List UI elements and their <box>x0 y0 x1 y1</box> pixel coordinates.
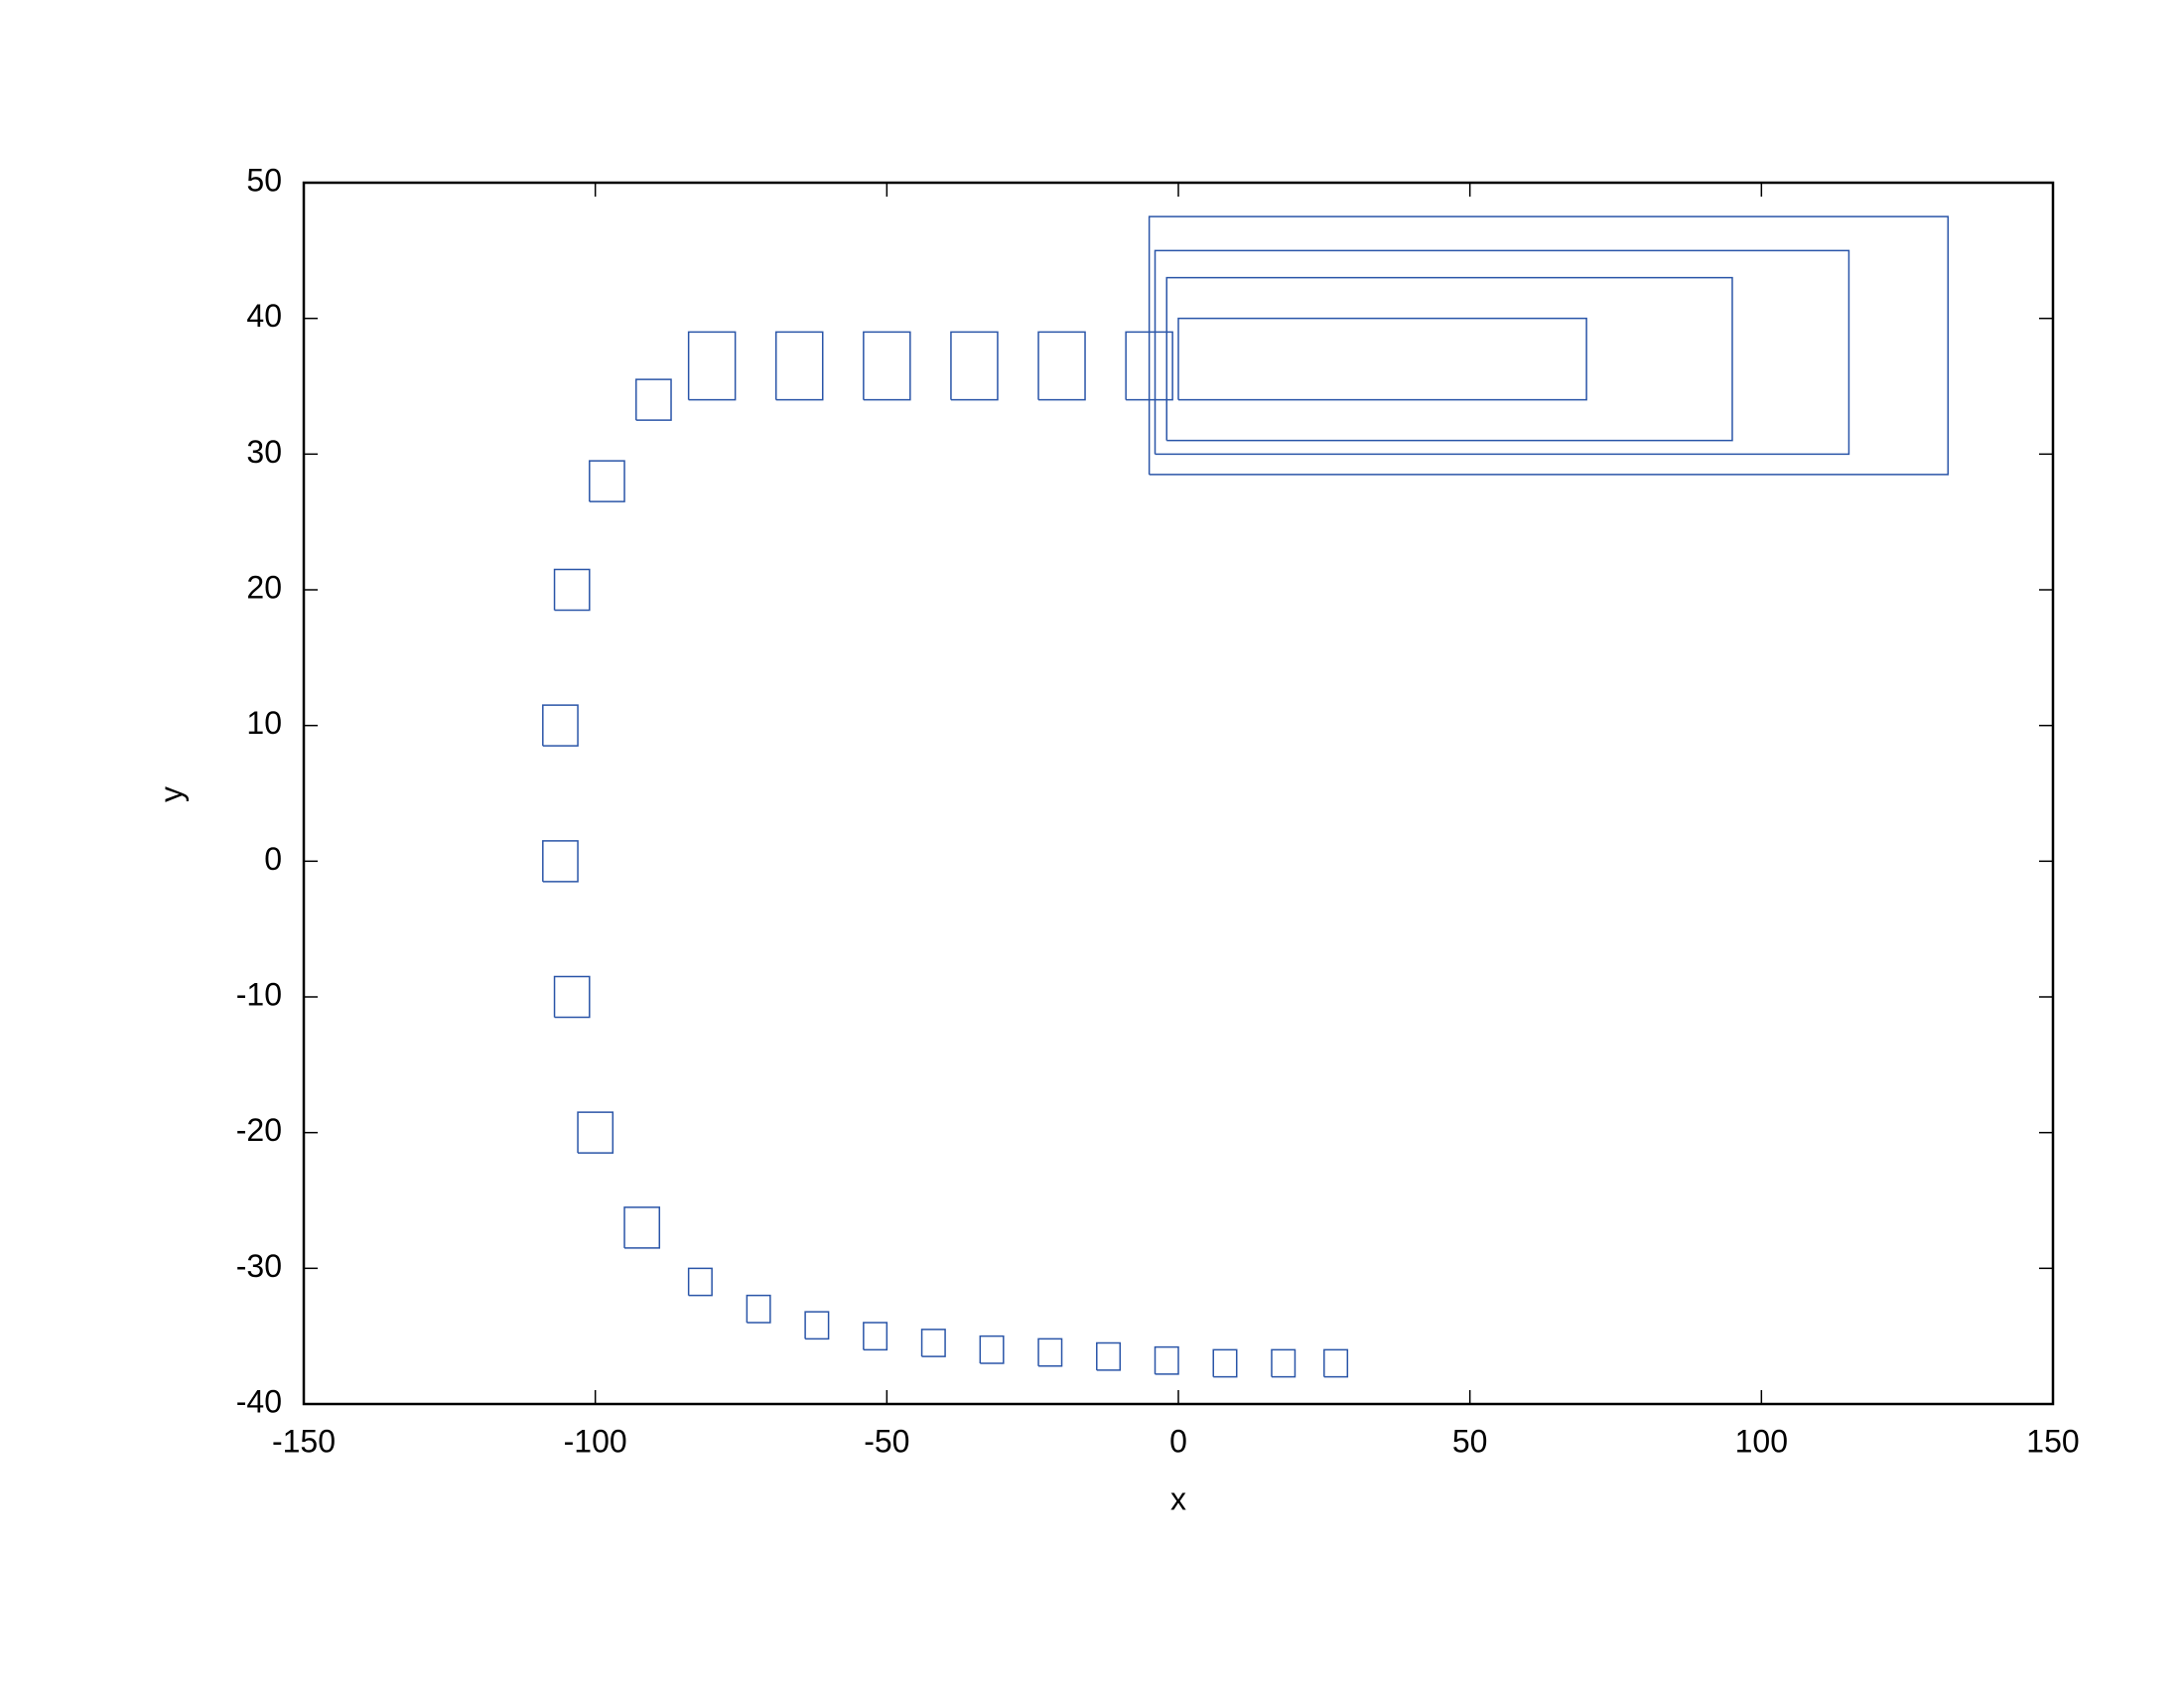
y-tick-label: 10 <box>246 705 282 741</box>
y-tick-label: 30 <box>246 434 282 470</box>
y-axis-label: y <box>153 786 189 802</box>
y-tick-label: 20 <box>246 569 282 605</box>
y-tick-label: -20 <box>236 1112 282 1148</box>
x-tick-label: -50 <box>864 1423 909 1459</box>
x-tick-label: -100 <box>564 1423 627 1459</box>
y-tick-label: -30 <box>236 1248 282 1284</box>
plot-frame <box>302 181 2055 1406</box>
y-tick-label: 0 <box>264 841 282 877</box>
x-tick-label: 0 <box>1169 1423 1187 1459</box>
x-tick-label: 100 <box>1735 1423 1788 1459</box>
y-tick-label: -10 <box>236 976 282 1012</box>
x-tick-label: 150 <box>2026 1423 2079 1459</box>
y-tick-label: -40 <box>236 1383 282 1419</box>
y-tick-label: 40 <box>246 298 282 334</box>
series-line <box>542 215 1950 1378</box>
y-tick-label: 50 <box>246 162 282 198</box>
x-tick-label: 50 <box>1452 1423 1488 1459</box>
x-axis-label: x <box>1170 1480 1186 1516</box>
x-tick-label: -150 <box>272 1423 336 1459</box>
